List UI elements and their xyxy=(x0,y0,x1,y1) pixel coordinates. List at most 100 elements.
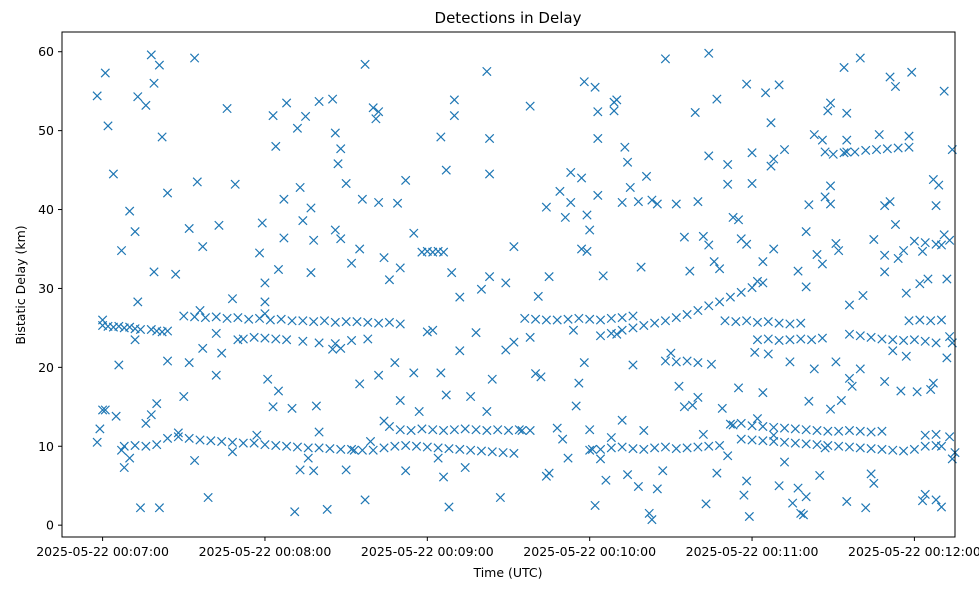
data-point xyxy=(125,453,135,463)
data-point xyxy=(438,247,449,257)
data-point xyxy=(926,316,936,326)
data-point xyxy=(628,311,638,321)
data-point xyxy=(685,266,695,276)
data-point xyxy=(595,444,606,455)
data-point xyxy=(679,232,690,242)
data-point xyxy=(842,108,852,118)
data-point xyxy=(465,391,476,402)
data-point xyxy=(368,103,378,113)
data-point xyxy=(97,405,108,415)
data-point xyxy=(682,309,692,320)
data-point xyxy=(281,441,292,451)
data-point xyxy=(820,192,830,202)
data-point xyxy=(227,447,238,457)
data-point xyxy=(130,227,140,237)
data-point xyxy=(926,384,936,395)
data-point xyxy=(433,443,443,453)
data-point xyxy=(363,334,373,344)
data-point xyxy=(189,312,200,322)
data-point xyxy=(200,313,211,323)
data-point xyxy=(281,98,292,108)
data-point xyxy=(769,422,779,432)
data-point xyxy=(544,271,554,282)
data-point xyxy=(365,436,376,447)
data-point xyxy=(904,316,914,326)
data-point xyxy=(736,434,746,444)
data-point xyxy=(579,357,589,368)
data-point xyxy=(714,264,725,274)
data-point xyxy=(704,151,714,161)
data-point xyxy=(636,262,646,272)
data-point xyxy=(723,159,733,170)
data-point xyxy=(779,144,790,155)
data-point xyxy=(798,510,809,520)
data-point xyxy=(476,446,487,456)
data-point xyxy=(417,424,427,434)
data-point xyxy=(541,315,552,325)
data-point xyxy=(944,235,955,245)
data-point xyxy=(861,503,871,513)
data-point xyxy=(544,468,554,478)
data-point xyxy=(779,437,790,447)
data-point xyxy=(750,347,760,357)
data-point xyxy=(606,443,616,453)
data-point xyxy=(336,234,346,244)
data-point xyxy=(820,443,830,453)
data-point xyxy=(622,157,633,167)
data-point xyxy=(271,141,281,152)
data-point xyxy=(162,433,173,443)
data-point xyxy=(482,425,492,436)
data-point xyxy=(617,415,627,425)
data-point xyxy=(736,287,746,298)
data-point xyxy=(525,332,535,342)
data-point xyxy=(222,313,232,324)
data-point xyxy=(449,111,460,121)
data-point xyxy=(438,472,449,482)
data-point xyxy=(742,316,752,326)
data-point xyxy=(880,267,890,277)
data-point xyxy=(931,429,941,440)
data-point xyxy=(671,357,681,367)
data-point xyxy=(330,225,340,235)
data-point xyxy=(306,268,316,278)
data-point xyxy=(666,348,676,358)
data-point xyxy=(390,357,400,368)
data-point xyxy=(465,445,476,455)
data-point xyxy=(758,387,768,398)
data-point xyxy=(742,79,752,89)
data-point xyxy=(660,356,671,366)
data-point xyxy=(133,92,143,102)
data-point xyxy=(133,297,143,307)
data-point xyxy=(585,314,595,324)
data-point xyxy=(319,316,330,326)
data-point xyxy=(162,326,173,336)
data-point xyxy=(447,268,457,278)
data-point xyxy=(855,53,865,63)
data-point xyxy=(898,446,909,456)
data-point xyxy=(617,313,627,323)
data-point xyxy=(295,465,305,475)
data-point xyxy=(866,427,876,437)
data-point xyxy=(812,249,822,260)
data-point xyxy=(704,301,714,311)
data-point xyxy=(146,410,156,420)
data-point xyxy=(116,445,127,455)
data-point xyxy=(341,178,351,189)
data-point xyxy=(693,442,703,452)
data-point xyxy=(290,507,300,517)
data-point xyxy=(233,313,243,323)
data-point xyxy=(731,316,741,327)
data-point xyxy=(574,313,584,324)
data-point xyxy=(125,322,135,332)
data-point xyxy=(401,175,411,185)
data-point xyxy=(763,334,773,344)
data-point xyxy=(149,78,159,88)
data-point xyxy=(484,169,495,179)
data-point xyxy=(690,107,700,118)
data-point xyxy=(352,316,362,327)
data-point xyxy=(936,502,947,512)
data-point xyxy=(893,143,903,153)
data-point xyxy=(560,212,570,223)
data-point xyxy=(184,433,194,443)
data-point xyxy=(825,199,836,209)
